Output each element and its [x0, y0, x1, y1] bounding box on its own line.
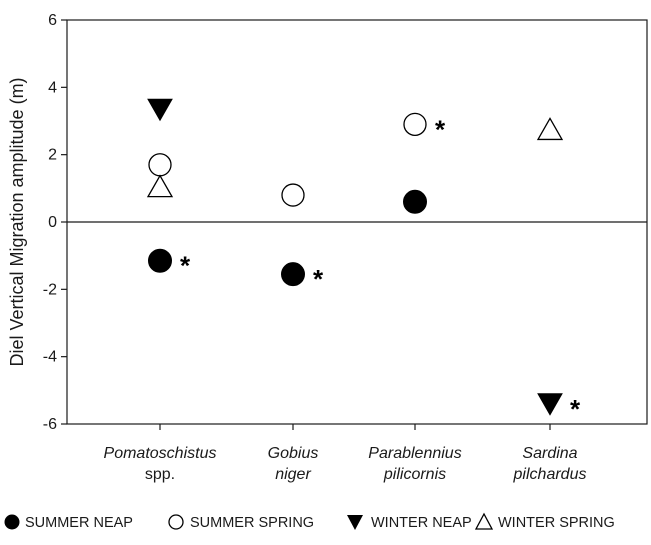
winter-neap-point [537, 393, 563, 416]
data-marks: * * * * [146, 98, 581, 424]
legend-summer-spring-marker [168, 514, 184, 530]
legend-summer-spring-label: SUMMER SPRING [190, 515, 314, 531]
legend-summer-neap-label: SUMMER NEAP [25, 515, 133, 531]
x-axis: Pomatoschistus spp. Gobius niger Parablenniu… [104, 424, 587, 483]
category-label-line2: pilicornis [383, 466, 446, 483]
category-label-line2: spp. [145, 466, 175, 483]
y-tick-label: -2 [43, 281, 57, 298]
y-tick-label: -6 [43, 416, 57, 433]
significance-star: * [180, 251, 191, 281]
legend-winter-spring-marker [474, 512, 494, 530]
winter-neap-point [147, 98, 173, 122]
summer-spring-point [148, 153, 172, 177]
significance-star: * [435, 114, 446, 144]
winter-spring-point [146, 174, 174, 198]
y-axis-title: Diel Vertical Migration amplitude (m) [7, 77, 27, 366]
category-label-line1: Pomatoschistus [104, 445, 217, 462]
category-label-line1: Gobius [268, 445, 319, 462]
legend-summer-neap-marker [4, 514, 20, 530]
summer-neap-point [403, 189, 427, 214]
category-label-line1: Parablennius [368, 445, 461, 462]
y-tick-label: 2 [48, 147, 57, 164]
y-tick-label: 4 [48, 79, 57, 96]
plot-area [66, 19, 648, 425]
legend-winter-spring-label: WINTER SPRING [498, 515, 615, 531]
summer-spring-point [281, 183, 305, 207]
y-tick-label: -4 [43, 349, 57, 366]
legend-winter-neap-label: WINTER NEAP [371, 515, 472, 531]
legend-winter-neap-marker [347, 515, 363, 530]
summer-neap-point [281, 262, 305, 287]
category-label-line2: niger [275, 466, 311, 483]
category-label-line2: pilchardus [513, 466, 587, 483]
summer-neap-point [148, 248, 172, 273]
y-tick-label: 6 [48, 12, 57, 29]
winter-spring-point [536, 117, 564, 141]
significance-star: * [313, 264, 324, 294]
summer-spring-point [403, 112, 427, 137]
significance-star: * [570, 394, 581, 424]
y-axis: 6 4 2 0 -2 -4 -6 [43, 12, 67, 433]
y-tick-label: 0 [48, 214, 57, 231]
legend: SUMMER NEAP SUMMER SPRING WINTER NEAP WINTE… [4, 512, 615, 531]
category-label-line1: Sardina [522, 445, 577, 462]
